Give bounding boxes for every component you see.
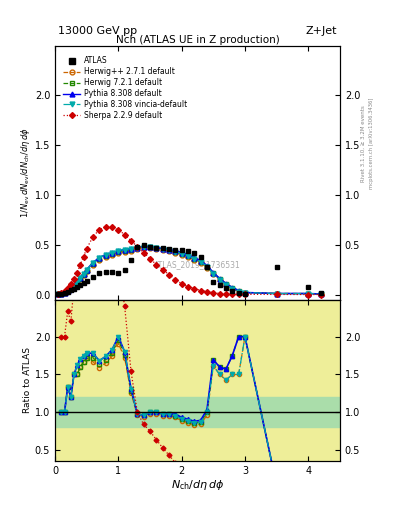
Legend: ATLAS, Herwig++ 2.7.1 default, Herwig 7.2.1 default, Pythia 8.308 default, Pythi: ATLAS, Herwig++ 2.7.1 default, Herwig 7.… [62, 55, 189, 121]
Y-axis label: $1/N_\mathrm{ev}\,dN_\mathrm{ev}/dN_\mathrm{ch}/d\eta\,d\phi$: $1/N_\mathrm{ev}\,dN_\mathrm{ev}/dN_\mat… [19, 127, 32, 218]
Bar [55, 397, 340, 428]
Text: Z+Jet: Z+Jet [306, 26, 337, 36]
Y-axis label: Ratio to ATLAS: Ratio to ATLAS [23, 347, 32, 413]
Text: Rivet 3.1.10, ≥ 3.2M events: Rivet 3.1.10, ≥ 3.2M events [361, 105, 366, 182]
Title: Nch (ATLAS UE in Z production): Nch (ATLAS UE in Z production) [116, 35, 279, 45]
Bar [55, 300, 340, 461]
Text: ATLAS_2019_I1736531: ATLAS_2019_I1736531 [154, 260, 241, 269]
X-axis label: $N_\mathrm{ch}/d\eta\,d\phi$: $N_\mathrm{ch}/d\eta\,d\phi$ [171, 478, 224, 493]
Text: mcplots.cern.ch [arXiv:1306.3436]: mcplots.cern.ch [arXiv:1306.3436] [369, 98, 374, 189]
Text: 13000 GeV pp: 13000 GeV pp [58, 26, 137, 36]
